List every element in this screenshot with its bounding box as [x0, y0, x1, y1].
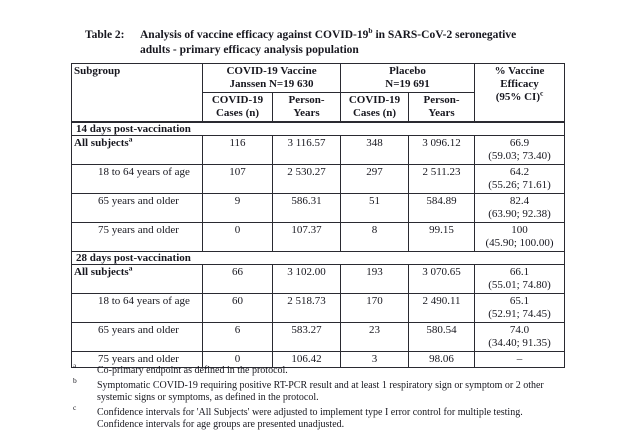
efficacy-cell: 74.0 (34.40; 91.35): [474, 322, 566, 352]
efficacy-cell: –: [474, 351, 566, 368]
vaccine-person-years-cell: 106.42: [271, 351, 342, 368]
placebo-person-years-cell: 2 511.23: [408, 164, 476, 194]
table-title-line1: Analysis of vaccine efficacy against COV…: [140, 26, 517, 41]
vaccine-cases-cell: 6: [202, 322, 273, 352]
placebo-cases-cell: 51: [340, 193, 410, 223]
placebo-person-years-cell: 3 070.65: [408, 264, 476, 294]
efficacy-cell: 66.9 (59.03; 73.40): [474, 135, 566, 165]
efficacy-footnote-ref-c: c: [540, 88, 544, 98]
footnote-ref: a: [128, 134, 133, 144]
placebo-cases-cell: 297: [340, 164, 410, 194]
footnote: b Symptomatic COVID-19 requiring positiv…: [71, 375, 557, 405]
vaccine-efficacy-table: Subgroup COVID-19 Vaccine Janssen N=19 6…: [70, 63, 566, 368]
subgroup-cell: 18 to 64 years of age: [71, 293, 203, 323]
subgroup-cell: All subjectsa: [71, 263, 203, 294]
section-header-label: 14 days post-vaccination: [70, 121, 566, 136]
placebo-cases-cell: 170: [340, 293, 410, 323]
column-header-placebo-cases: COVID-19 Cases (n): [340, 92, 410, 123]
table-title-line2: adults - primary efficacy analysis popul…: [140, 43, 359, 56]
column-group-placebo: Placebo N=19 691: [340, 63, 476, 93]
placebo-person-years-cell: 98.06: [408, 351, 476, 368]
section-header-row: 14 days post-vaccination: [70, 121, 566, 136]
header-sub-row: COVID-19 Cases (n) Person- Years COVID-19 C…: [71, 92, 565, 123]
footnote-marker: a: [73, 361, 77, 370]
section-header-label: 28 days post-vaccination: [70, 251, 566, 265]
table-row: All subjectsa 66 3 102.00 193 3 070.65 6…: [71, 263, 566, 294]
table-row: 18 to 64 years of age 60 2 518.73 170 2 …: [71, 293, 566, 323]
vaccine-cases-cell: 107: [202, 164, 273, 194]
footnote-text: Symptomatic COVID-19 requiring positive …: [97, 379, 544, 404]
subgroup-cell: 75 years and older: [71, 351, 203, 368]
section-header-row: 28 days post-vaccination: [70, 251, 566, 265]
vaccine-cases-cell: 116: [202, 135, 273, 165]
column-header-efficacy: % Vaccine Efficacy (95% CI)c: [474, 63, 566, 123]
table-row: 75 years and older 0 106.42 3 98.06 –: [71, 351, 566, 368]
placebo-person-years-cell: 580.54: [408, 322, 476, 352]
footnote-marker: c: [73, 402, 77, 412]
table-title-text: Analysis of vaccine efficacy against COV…: [140, 26, 517, 57]
table-row: 65 years and older 9 586.31 51 584.89 82…: [71, 193, 566, 223]
table-title: Table 2: Analysis of vaccine efficacy ag…: [85, 26, 517, 57]
vaccine-cases-cell: 60: [202, 293, 273, 323]
subgroup-cell: 65 years and older: [71, 193, 203, 223]
subgroup-cell: 75 years and older: [71, 222, 203, 252]
efficacy-cell: 100 (45.90; 100.00): [474, 222, 566, 252]
footnote-ref: a: [128, 263, 133, 273]
footnote-text: Confidence intervals for 'All Subjects' …: [97, 406, 523, 430]
table-body: 14 days post-vaccination All subjectsa 1…: [70, 121, 566, 368]
vaccine-person-years-cell: 107.37: [271, 222, 342, 252]
table-title-label: Table 2:: [85, 29, 125, 41]
placebo-person-years-cell: 99.15: [408, 222, 476, 252]
efficacy-cell: 82.4 (63.90; 92.38): [474, 193, 566, 223]
placebo-cases-cell: 193: [340, 264, 410, 294]
vaccine-cases-cell: 0: [202, 222, 273, 252]
vaccine-person-years-cell: 2 530.27: [271, 164, 342, 194]
efficacy-cell: 66.1 (55.01; 74.80): [474, 264, 566, 294]
subgroup-cell: All subjectsa: [71, 134, 203, 165]
footnote: c Confidence intervals for 'All Subjects…: [71, 402, 557, 430]
vaccine-cases-cell: 66: [202, 264, 273, 294]
vaccine-person-years-cell: 3 102.00: [271, 264, 342, 294]
column-group-vaccine: COVID-19 Vaccine Janssen N=19 630: [201, 63, 342, 93]
column-header-vaccine-person-years: Person- Years: [271, 92, 342, 123]
title-footnote-ref-b: b: [368, 26, 373, 36]
efficacy-cell: 64.2 (55.26; 71.61): [474, 164, 566, 194]
vaccine-cases-cell: 9: [202, 193, 273, 223]
placebo-cases-cell: 23: [340, 322, 410, 352]
placebo-cases-cell: 348: [340, 135, 410, 165]
vaccine-person-years-cell: 586.31: [271, 193, 342, 223]
footnote-marker: b: [73, 375, 77, 385]
placebo-cases-cell: 8: [340, 222, 410, 252]
table-row: All subjectsa 116 3 116.57 348 3 096.12 …: [71, 134, 566, 165]
column-header-subgroup: Subgroup: [71, 63, 203, 123]
table-row: 75 years and older 0 107.37 8 99.15 100(…: [71, 222, 566, 252]
table-row: 65 years and older 6 583.27 23 580.54 74…: [71, 322, 566, 352]
footnote: a Co-primary endpoint as defined in the …: [71, 361, 557, 378]
subgroup-cell: 65 years and older: [71, 322, 203, 352]
footnote-text: Co-primary endpoint as defined in the pr…: [97, 365, 288, 376]
placebo-person-years-cell: 3 096.12: [408, 135, 476, 165]
placebo-person-years-cell: 584.89: [408, 193, 476, 223]
vaccine-person-years-cell: 2 518.73: [271, 293, 342, 323]
vaccine-person-years-cell: 3 116.57: [271, 135, 342, 165]
placebo-person-years-cell: 2 490.11: [408, 293, 476, 323]
efficacy-cell: 65.1 (52.91; 74.45): [474, 293, 566, 323]
header-group-row: Subgroup COVID-19 Vaccine Janssen N=19 6…: [71, 63, 566, 123]
vaccine-person-years-cell: 583.27: [271, 322, 342, 352]
table-row: 18 to 64 years of age 107 2 530.27 297 2…: [71, 164, 566, 194]
column-header-vaccine-cases: COVID-19 Cases (n): [202, 92, 273, 123]
footnotes: a Co-primary endpoint as defined in the …: [71, 361, 557, 430]
subgroup-cell: 18 to 64 years of age: [71, 164, 203, 194]
column-header-placebo-person-years: Person- Years: [408, 92, 476, 123]
